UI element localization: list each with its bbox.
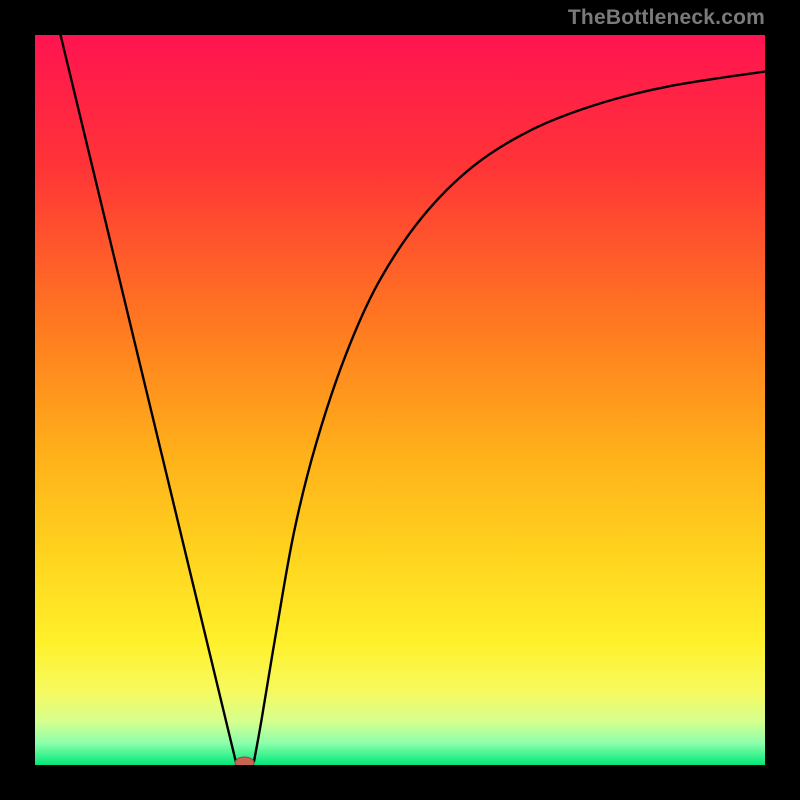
chart-svg bbox=[35, 35, 765, 765]
chart-frame: TheBottleneck.com bbox=[0, 0, 800, 800]
plot-area bbox=[35, 35, 765, 765]
optimal-point-marker bbox=[235, 757, 254, 765]
gradient-background bbox=[35, 35, 765, 765]
watermark-text: TheBottleneck.com bbox=[568, 6, 765, 30]
